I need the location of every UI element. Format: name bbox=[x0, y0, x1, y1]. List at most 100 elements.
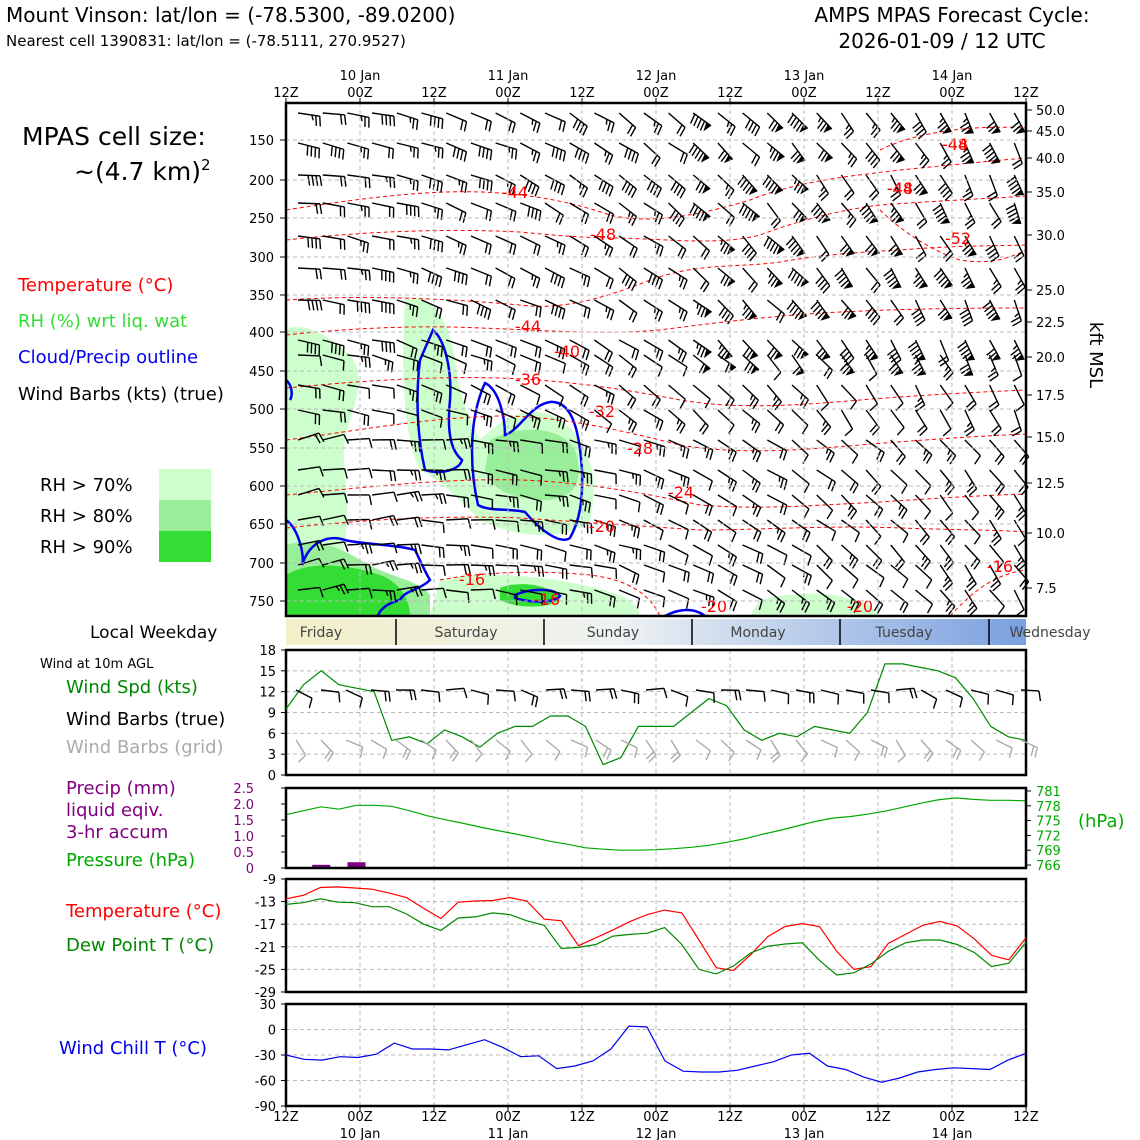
wind-barb bbox=[618, 409, 638, 433]
kft-label: kft MSL bbox=[1085, 322, 1106, 388]
barb-flag bbox=[800, 185, 809, 195]
barb-shaft bbox=[970, 689, 989, 696]
barb-feather bbox=[707, 531, 713, 542]
barb-feather bbox=[467, 545, 471, 557]
wind-barb bbox=[322, 541, 349, 552]
barb-feather bbox=[578, 183, 582, 189]
wind-barb bbox=[445, 354, 467, 375]
barb-feather bbox=[844, 189, 853, 198]
barb-feather bbox=[985, 151, 995, 159]
wind-barb bbox=[668, 439, 690, 459]
barb-feather bbox=[524, 753, 533, 763]
barb-feather bbox=[393, 590, 397, 602]
barb-feather bbox=[1018, 506, 1023, 512]
barb-feather bbox=[675, 215, 682, 225]
barb-feather bbox=[612, 597, 616, 608]
barb-shaft bbox=[865, 235, 881, 254]
barb-feather bbox=[436, 208, 440, 219]
barb-feather bbox=[728, 424, 735, 435]
wind-barb bbox=[989, 469, 1006, 495]
wind-barb bbox=[445, 267, 468, 286]
barb-feather bbox=[480, 305, 485, 317]
barb-feather bbox=[627, 149, 633, 160]
wind-barb bbox=[914, 519, 930, 546]
hpa-unit: (hPa) bbox=[1078, 811, 1125, 832]
barb-feather bbox=[959, 363, 969, 371]
barb-feather bbox=[886, 276, 896, 284]
barb-feather bbox=[583, 275, 587, 286]
wind-barb bbox=[791, 494, 810, 519]
barb-feather bbox=[621, 273, 628, 284]
barb-feather bbox=[428, 178, 432, 189]
bottom-tick-label: 12Z bbox=[865, 1110, 891, 1125]
barb-feather bbox=[602, 747, 609, 758]
barb-feather bbox=[752, 502, 755, 509]
barb-feather bbox=[558, 396, 564, 407]
wind-barb bbox=[1013, 544, 1027, 572]
wind-barb bbox=[320, 739, 335, 762]
temp-contour-label: -44 bbox=[887, 179, 913, 198]
wind-barb bbox=[959, 112, 974, 134]
barb-feather bbox=[704, 446, 707, 452]
barb-feather bbox=[959, 308, 969, 316]
barb-feather bbox=[1017, 279, 1022, 285]
wind-barb bbox=[445, 687, 468, 699]
barb-feather bbox=[418, 543, 422, 555]
barb-feather bbox=[836, 272, 845, 281]
barb-shaft bbox=[370, 739, 387, 750]
barb-shaft bbox=[520, 439, 543, 445]
barb-shaft bbox=[595, 688, 615, 691]
barb-shaft bbox=[495, 564, 518, 567]
wind-barb bbox=[520, 469, 543, 486]
barb-feather bbox=[720, 152, 728, 163]
barb-feather bbox=[511, 122, 516, 134]
wind-barb bbox=[643, 299, 663, 322]
wind-barb bbox=[544, 339, 566, 360]
barb-feather bbox=[721, 309, 729, 319]
barb-feather bbox=[725, 184, 729, 190]
wind-barb bbox=[297, 267, 323, 280]
hpa-tick-label: 500 bbox=[249, 403, 274, 418]
barb-feather bbox=[940, 186, 949, 195]
barb-feather bbox=[491, 499, 494, 510]
wind-barb bbox=[347, 409, 370, 426]
wind-barb bbox=[322, 409, 347, 423]
barb-feather bbox=[822, 285, 831, 294]
barb-feather bbox=[485, 209, 489, 220]
barb-feather bbox=[364, 206, 366, 217]
barb-feather bbox=[590, 523, 593, 534]
barb-shaft bbox=[570, 689, 589, 693]
barb-flag bbox=[796, 155, 806, 164]
barb-feather bbox=[634, 153, 640, 164]
barb-feather bbox=[581, 348, 587, 359]
wind-barb bbox=[915, 439, 933, 464]
barb-shaft bbox=[668, 519, 689, 531]
barb-feather bbox=[670, 181, 677, 191]
barb-feather bbox=[863, 347, 873, 357]
barb-feather bbox=[385, 302, 387, 313]
wind-barb bbox=[945, 739, 962, 760]
wind-barb bbox=[689, 112, 712, 132]
barb-feather bbox=[873, 129, 881, 139]
wind-barb bbox=[470, 739, 483, 763]
legend-rh: RH (%) wrt liq. wat bbox=[18, 311, 187, 332]
barb-feather bbox=[850, 598, 854, 605]
barb-feather bbox=[995, 482, 1003, 492]
barb-feather bbox=[756, 552, 760, 563]
wind-barb bbox=[445, 202, 467, 223]
barb-feather bbox=[923, 449, 927, 455]
barb-flag bbox=[896, 125, 906, 134]
barb-feather bbox=[631, 423, 638, 433]
wind-barb bbox=[668, 202, 685, 228]
barb-feather bbox=[587, 308, 591, 319]
barb-flag bbox=[800, 350, 809, 360]
barb-shaft bbox=[791, 544, 812, 557]
barb-feather bbox=[610, 310, 615, 321]
top-tick-label: 12Z bbox=[865, 86, 891, 101]
wind-barb bbox=[371, 514, 399, 527]
barb-feather bbox=[658, 420, 664, 431]
bottom-date-label: 14 Jan bbox=[932, 1127, 973, 1140]
barb-feather bbox=[772, 244, 779, 255]
barb-feather bbox=[939, 124, 948, 133]
barb-feather bbox=[796, 276, 804, 287]
